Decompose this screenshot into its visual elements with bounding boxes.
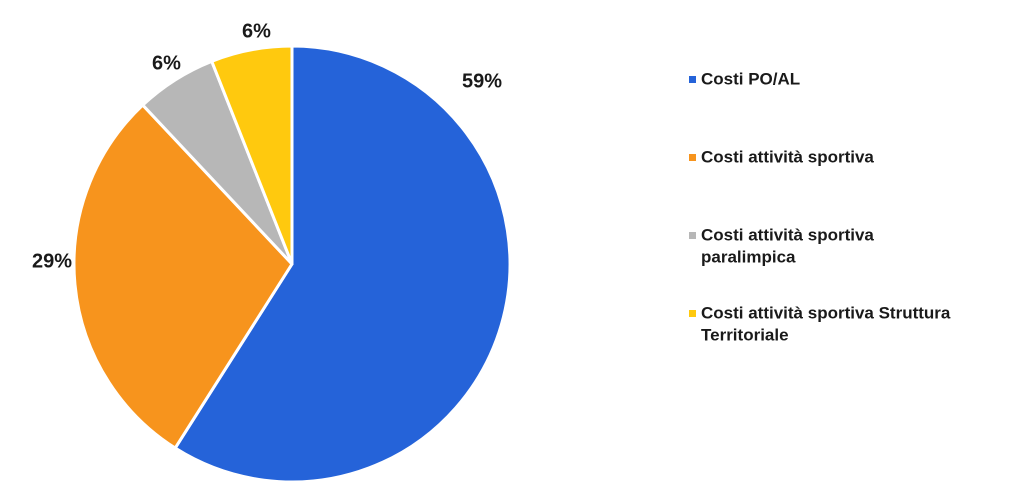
- legend-swatch-costi-attivita-paralimpica: [689, 232, 696, 239]
- data-label-costi-struttura-territoriale: 6%: [242, 20, 271, 42]
- legend-item-costi-attivita-sportiva: Costi attività sportiva: [689, 147, 874, 166]
- legend-swatch-costi-struttura-territoriale: [689, 310, 696, 317]
- legend-item-costi-attivita-paralimpica: Costi attività sportiva paralimpica: [689, 225, 874, 266]
- legend-label-costi-po-al-line-1: Costi PO/AL: [701, 69, 800, 88]
- pie-slices: [72, 44, 512, 482]
- legend-item-costi-struttura-territoriale: Costi attività sportiva Struttura Territo…: [689, 303, 951, 344]
- data-label-costi-attivita-paralimpica: 6%: [152, 52, 181, 74]
- legend-label-costi-struttura-territoriale-line-2: Territoriale: [701, 325, 789, 344]
- legend-label-costi-attivita-sportiva-line-1: Costi attività sportiva: [701, 147, 874, 166]
- legend-label-costi-attivita-paralimpica-line-2: paralimpica: [701, 247, 796, 266]
- pie-data-labels: 59% 29% 6% 6%: [32, 20, 502, 272]
- legend-item-costi-po-al: Costi PO/AL: [689, 69, 800, 88]
- data-label-costi-attivita-sportiva: 29%: [32, 250, 72, 272]
- legend-label-costi-attivita-paralimpica-line-1: Costi attività sportiva: [701, 225, 874, 244]
- legend-label-costi-struttura-territoriale-line-1: Costi attività sportiva Struttura: [701, 303, 951, 322]
- pie-slice-costi-struttura-territoriale: [210, 44, 294, 266]
- pie-slice-costi-attivita-sportiva: [72, 103, 294, 450]
- data-label-costi-po-al: 59%: [462, 70, 502, 92]
- legend-swatch-costi-attivita-sportiva: [689, 154, 696, 161]
- legend-swatch-costi-po-al: [689, 76, 696, 83]
